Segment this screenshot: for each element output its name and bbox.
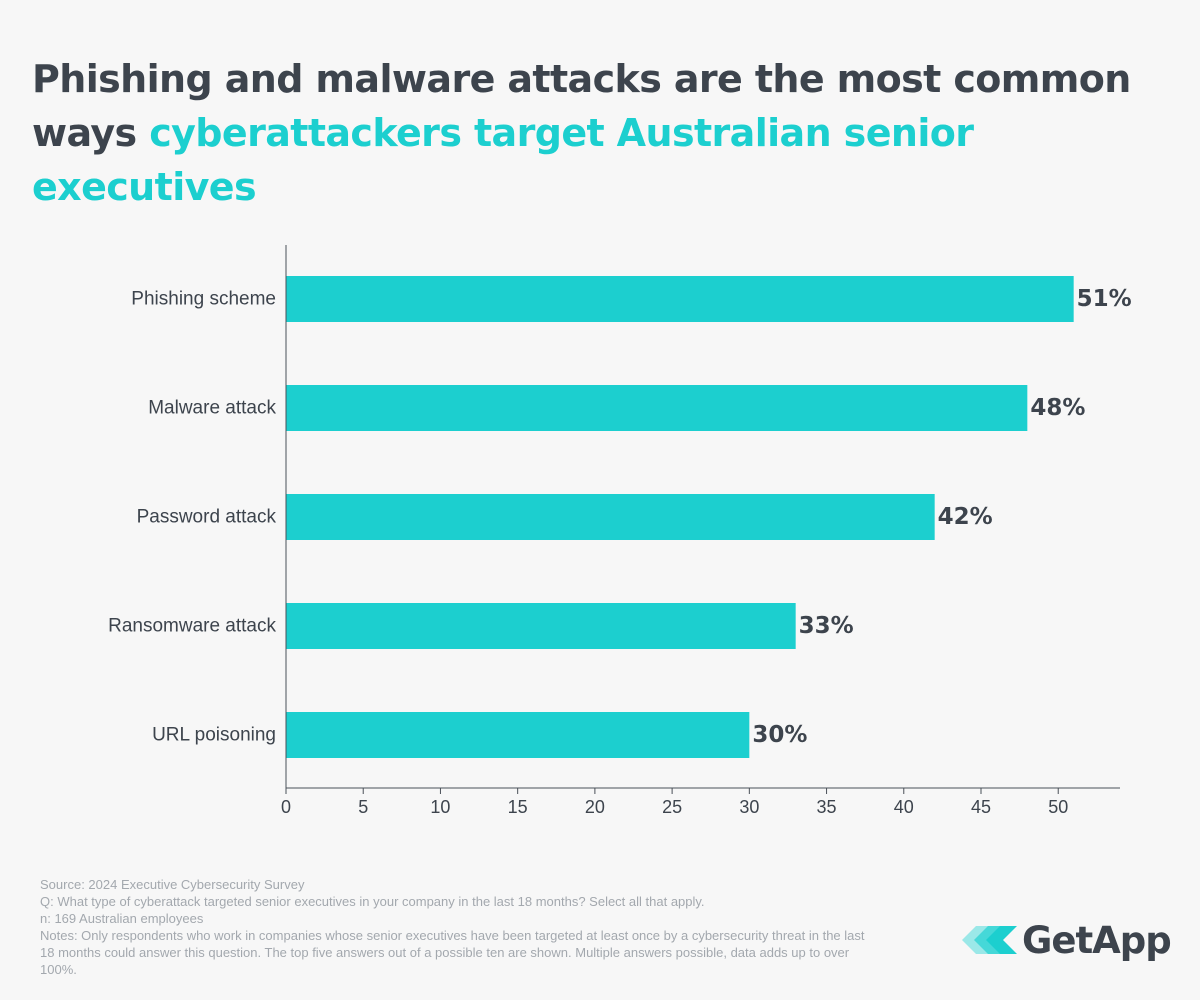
bar bbox=[286, 385, 1028, 431]
chart-title: Phishing and malware attacks are the mos… bbox=[32, 52, 1192, 214]
footnote-sample: n: 169 Australian employees bbox=[40, 911, 204, 926]
value-label: 51% bbox=[1077, 286, 1132, 312]
x-tick-label: 15 bbox=[508, 797, 528, 817]
x-tick-label: 25 bbox=[662, 797, 682, 817]
category-label: Password attack bbox=[137, 507, 277, 528]
value-label: 42% bbox=[938, 504, 993, 530]
footnotes: Source: 2024 Executive Cybersecurity Sur… bbox=[40, 876, 880, 978]
category-label: Malware attack bbox=[148, 398, 276, 419]
axes-group: 0 5 10 15 20 25 30 35 40 45 50 bbox=[281, 245, 1120, 817]
x-tick-label: 0 bbox=[281, 797, 291, 817]
bar bbox=[286, 712, 750, 758]
value-label: 33% bbox=[799, 613, 854, 639]
category-label: Phishing scheme bbox=[131, 289, 276, 310]
category-label: Ransomware attack bbox=[108, 616, 276, 637]
x-tick-label: 5 bbox=[358, 797, 368, 817]
bar-chart: Phishing scheme 51% Malware attack 48% Passw… bbox=[108, 245, 1132, 817]
x-tick-label: 45 bbox=[971, 797, 991, 817]
bar bbox=[286, 603, 796, 649]
footnote-question: Q: What type of cyberattack targeted sen… bbox=[40, 894, 705, 909]
x-tick-label: 20 bbox=[585, 797, 605, 817]
category-label: URL poisoning bbox=[152, 725, 276, 746]
footnote-notes: Notes: Only respondents who work in comp… bbox=[40, 928, 865, 977]
bars-group: Phishing scheme 51% Malware attack 48% Passw… bbox=[108, 276, 1132, 758]
x-tick-label: 30 bbox=[739, 797, 759, 817]
bar bbox=[286, 494, 935, 540]
x-tick-label: 35 bbox=[817, 797, 837, 817]
getapp-logo-icon bbox=[962, 926, 1017, 954]
value-label: 30% bbox=[752, 722, 807, 748]
x-tick-label: 10 bbox=[430, 797, 450, 817]
bar bbox=[286, 276, 1074, 322]
getapp-logo-text: GetApp bbox=[1022, 918, 1172, 962]
footnote-source: Source: 2024 Executive Cybersecurity Sur… bbox=[40, 877, 305, 892]
x-tick-label: 40 bbox=[894, 797, 914, 817]
x-tick-label: 50 bbox=[1048, 797, 1068, 817]
getapp-logo: GetApp bbox=[962, 917, 1172, 963]
chart-title-accent: cyberattackers target Australian senior … bbox=[32, 111, 974, 209]
chart-title-main: Phishing and malware attacks are the mos… bbox=[32, 57, 1131, 155]
value-label: 48% bbox=[1030, 395, 1085, 421]
